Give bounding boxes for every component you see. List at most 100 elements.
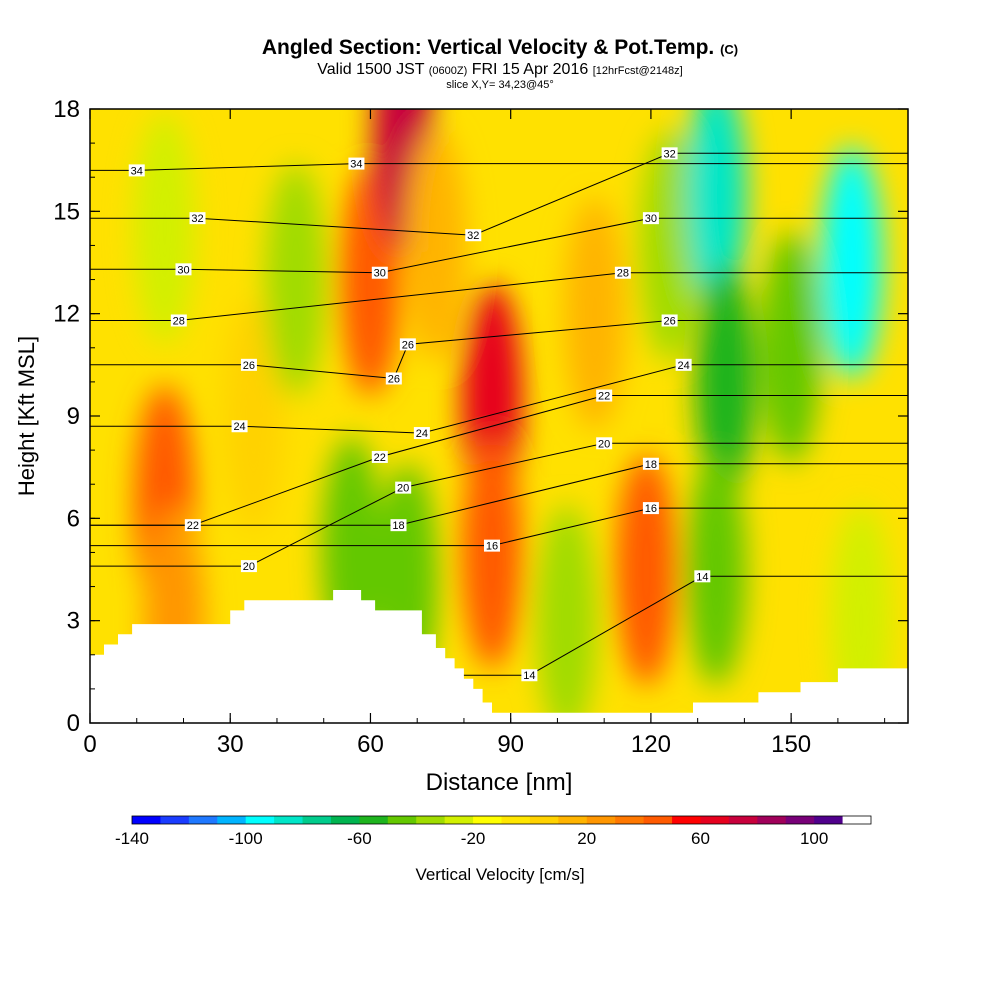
colorbar-bin	[416, 816, 446, 824]
theta-label-bg	[240, 560, 257, 573]
velocity-cell	[760, 231, 822, 464]
x-axis-label: Distance [nm]	[426, 769, 573, 796]
theta-label: 28	[614, 266, 631, 280]
colorbar-bin	[672, 816, 701, 824]
theta-label-text: 18	[645, 459, 657, 471]
y-tick-label: 9	[67, 403, 80, 430]
theta-label: 26	[240, 358, 257, 372]
theta-label: 30	[175, 263, 192, 276]
theta-label-bg	[521, 669, 538, 682]
colorbar-bin	[217, 816, 247, 824]
theta-label: 32	[189, 212, 206, 225]
isentrope-line	[90, 463, 908, 526]
theta-label-text: 18	[392, 520, 404, 532]
velocity-cell	[223, 300, 284, 532]
theta-label-bg	[465, 229, 482, 242]
x-tick-label: 30	[217, 731, 244, 758]
theta-label-bg	[642, 502, 659, 515]
theta-label: 26	[661, 314, 678, 327]
colorbar-bin	[330, 816, 360, 824]
theta-label-text: 26	[663, 315, 675, 327]
chart-title-unit: (C)	[720, 42, 739, 57]
theta-label: 16	[642, 502, 659, 515]
colorbar-bin	[444, 816, 474, 824]
theta-label-text: 32	[663, 148, 675, 160]
colorbar-bin	[188, 816, 218, 824]
theta-label: 16	[483, 539, 500, 553]
theta-label: 24	[675, 358, 692, 372]
theta-label: 20	[395, 481, 412, 495]
theta-label-bg	[399, 338, 416, 351]
theta-label: 22	[596, 389, 613, 403]
colorbar-frame	[131, 815, 872, 825]
theta-label: 26	[399, 338, 416, 351]
x-tick-label: 150	[771, 731, 811, 758]
theta-label-text: 24	[678, 360, 690, 372]
theta-label-text: 28	[617, 268, 629, 280]
theta-label-bg	[170, 314, 187, 327]
isentrope-line	[90, 272, 908, 321]
colorbar-bin	[160, 816, 190, 824]
theta-label: 30	[371, 266, 388, 280]
theta-label-text: 32	[191, 213, 203, 225]
theta-label-text: 28	[173, 315, 185, 327]
y-axis-label: Height [Kft MSL]	[14, 336, 39, 496]
theta-label-text: 22	[187, 520, 199, 532]
theta-label: 14	[694, 570, 711, 583]
velocity-cell	[134, 112, 196, 345]
theta-label-bg	[596, 389, 613, 402]
theta-label-bg	[661, 314, 678, 327]
theta-label-text: 30	[374, 268, 386, 280]
theta-label-text: 22	[374, 452, 386, 464]
velocity-cell	[536, 504, 598, 723]
colorbar-bin	[586, 816, 616, 824]
theta-label-text: 26	[243, 360, 255, 372]
theta-label: 32	[465, 229, 482, 242]
colorbar-bin	[245, 816, 275, 824]
colorbar-tick-label: -60	[347, 829, 372, 848]
theta-label-text: 14	[696, 571, 708, 583]
theta-label: 14	[521, 669, 538, 682]
colorbar-tick-label: -140	[115, 829, 149, 848]
theta-label: 22	[184, 519, 201, 532]
theta-label-text: 24	[233, 421, 245, 433]
x-tick-label: 0	[83, 731, 96, 758]
y-tick-label: 6	[67, 505, 80, 532]
colorbar-bin	[473, 816, 502, 824]
y-tick-label: 15	[53, 198, 80, 225]
velocity-cell	[685, 453, 747, 686]
x-tick-label: 120	[631, 731, 671, 758]
velocity-cell	[821, 146, 883, 379]
theta-label: 24	[413, 427, 430, 440]
theta-label-bg	[240, 358, 257, 371]
terrain-mask	[90, 590, 908, 723]
velocity-cell	[265, 163, 327, 396]
colorbar-bin	[700, 816, 730, 824]
velocity-cell	[639, 129, 700, 362]
isentrope-line	[90, 507, 908, 547]
velocity-cell	[685, 109, 747, 311]
colorbar-tick-label: 100	[800, 829, 828, 848]
theta-label-bg	[694, 570, 711, 583]
theta-label-bg	[661, 147, 678, 160]
theta-label: 34	[348, 157, 365, 171]
theta-label-bg	[596, 437, 613, 450]
theta-label-bg	[189, 212, 206, 225]
velocity-cell	[405, 129, 467, 362]
colorbar-tick-label: 60	[691, 829, 710, 848]
theta-label: 34	[128, 164, 145, 177]
theta-label: 24	[231, 420, 248, 433]
colorbar-bin	[302, 816, 332, 824]
theta-label-text: 20	[598, 438, 610, 450]
colorbar-bin	[529, 816, 559, 824]
theta-label-text: 34	[131, 165, 143, 177]
theta-label-text: 14	[523, 670, 535, 682]
theta-label: 30	[642, 212, 659, 225]
colorbar-bin	[501, 816, 531, 824]
theta-label-text: 20	[397, 483, 409, 495]
theta-label-bg	[614, 266, 631, 279]
theta-label-text: 22	[598, 391, 610, 403]
velocity-cell	[615, 453, 677, 686]
chart-title-main: Angled Section: Vertical Velocity & Pot.…	[261, 36, 715, 59]
theta-label-text: 32	[467, 230, 479, 242]
